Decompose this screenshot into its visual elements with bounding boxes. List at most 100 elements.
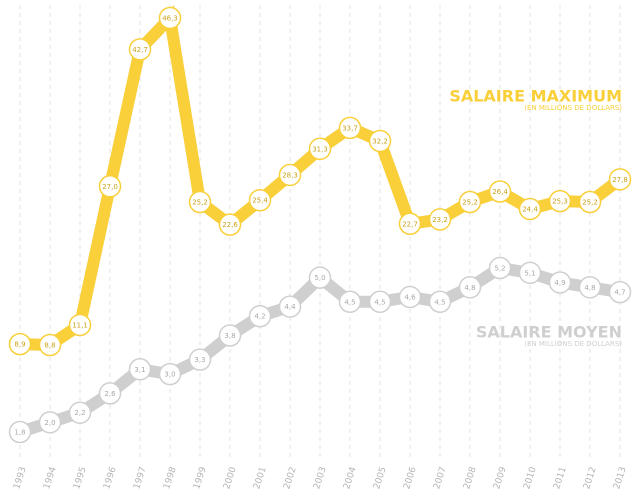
data-point [8, 420, 32, 444]
data-label: 26,4 [492, 188, 508, 196]
legend-label: SALAIRE MAXIMUM [449, 87, 622, 106]
x-tick-label: 2004 [342, 465, 359, 490]
data-point [398, 212, 422, 236]
data-point [428, 290, 452, 314]
legend-unit: (EN MILLIONS DE DOLLARS) [524, 104, 622, 112]
data-label: 4,9 [554, 279, 565, 287]
data-label: 5,2 [494, 265, 505, 273]
x-tick-label: 2005 [372, 466, 389, 491]
data-label: 5,0 [314, 274, 325, 282]
data-point [458, 190, 482, 214]
x-tick-label: 1999 [192, 465, 209, 490]
data-label: 25,4 [252, 197, 268, 205]
x-tick-label: 1998 [162, 465, 179, 490]
x-tick-label: 2010 [522, 465, 539, 490]
x-tick-label: 2012 [582, 466, 599, 491]
data-label: 23,2 [432, 216, 448, 224]
data-point [308, 266, 332, 289]
data-point [98, 382, 122, 405]
data-label: 25,2 [192, 198, 208, 206]
data-point [278, 163, 302, 187]
data-point [608, 280, 632, 304]
data-label: 11,1 [72, 321, 88, 329]
data-point [548, 271, 572, 294]
x-tick-label: 1995 [72, 466, 89, 491]
x-tick-label: 1993 [12, 466, 29, 491]
data-point [158, 6, 182, 30]
data-point [278, 295, 302, 318]
data-label: 22,7 [402, 220, 418, 228]
data-point [308, 137, 332, 161]
data-point [128, 38, 152, 61]
data-label: 33,7 [342, 124, 358, 132]
data-label: 4,4 [284, 303, 296, 311]
data-point [488, 256, 512, 280]
data-label: 46,3 [162, 15, 178, 23]
data-label: 3,3 [194, 356, 205, 364]
data-point [398, 285, 422, 309]
data-label: 25,2 [582, 198, 598, 206]
x-tick-label: 2006 [402, 465, 419, 490]
data-label: 25,3 [552, 198, 568, 206]
data-label: 4,5 [434, 298, 445, 306]
data-point [158, 362, 182, 386]
data-point [338, 116, 362, 140]
data-label: 4,5 [344, 298, 355, 306]
x-tick-label: 2000 [222, 465, 239, 490]
data-label: 3,0 [164, 371, 175, 379]
data-point [8, 332, 32, 356]
x-tick-label: 2002 [282, 466, 299, 491]
data-point [218, 324, 242, 347]
data-point [68, 401, 92, 424]
data-label: 5,1 [524, 269, 535, 277]
x-tick-label: 2011 [552, 466, 569, 491]
data-label: 4,6 [404, 293, 416, 301]
data-label: 4,8 [464, 284, 475, 292]
data-point [128, 358, 152, 381]
x-tick-label: 1994 [42, 465, 59, 490]
x-tick-label: 2008 [462, 465, 479, 490]
data-label: 25,2 [462, 198, 478, 206]
data-point [368, 129, 392, 153]
data-point [458, 276, 482, 299]
legend-label: SALAIRE MOYEN [476, 323, 622, 342]
data-point [518, 261, 542, 285]
data-point [38, 333, 62, 357]
data-point [368, 290, 392, 314]
data-point [518, 197, 542, 221]
x-tick-label: 2007 [432, 466, 449, 491]
data-point [548, 189, 572, 213]
data-label: 27,8 [612, 176, 628, 184]
data-label: 8,9 [14, 341, 25, 349]
data-label: 4,7 [614, 289, 625, 297]
data-point [578, 190, 602, 214]
data-label: 4,2 [254, 313, 265, 321]
data-point [428, 208, 452, 231]
x-tick-label: 1996 [102, 465, 119, 490]
data-label: 4,5 [374, 298, 385, 306]
data-label: 4,8 [584, 284, 595, 292]
data-label: 3,8 [224, 332, 235, 340]
data-point [98, 175, 122, 198]
data-label: 24,4 [522, 205, 538, 213]
x-tick-label: 2003 [312, 466, 329, 491]
data-point [188, 190, 212, 214]
x-tick-label: 2013 [612, 466, 629, 491]
data-point [578, 276, 602, 299]
data-label: 2,6 [104, 390, 116, 398]
data-point [338, 290, 362, 314]
data-label: 3,1 [134, 366, 145, 374]
legend-unit: (EN MILLIONS DE DOLLARS) [524, 340, 622, 348]
x-tick-label: 2001 [252, 466, 269, 491]
data-label: 8,8 [44, 342, 55, 350]
data-point [68, 313, 92, 337]
x-tick-label: 1997 [132, 466, 149, 491]
data-label: 1,8 [14, 429, 25, 437]
data-label: 28,3 [282, 171, 298, 179]
data-point [188, 348, 212, 371]
data-point [38, 411, 62, 434]
data-point [248, 188, 272, 212]
data-label: 42,7 [132, 46, 148, 54]
data-point [248, 304, 272, 328]
